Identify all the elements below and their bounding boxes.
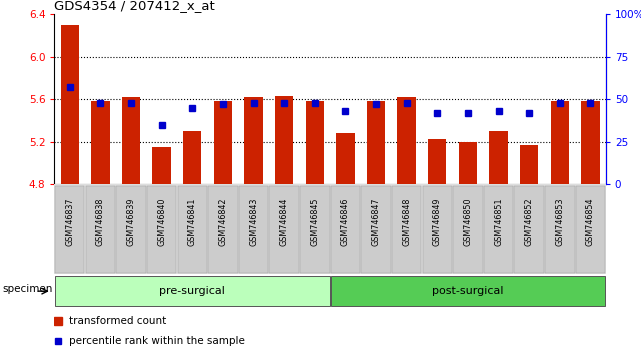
Bar [86,186,115,273]
Bar [392,186,421,273]
Text: GSM746840: GSM746840 [157,198,166,246]
Text: GSM746852: GSM746852 [525,198,534,246]
Bar [515,186,544,273]
Text: GSM746845: GSM746845 [310,198,319,246]
Bar [576,186,605,273]
Bar [459,142,477,184]
Bar [244,97,263,184]
Bar [239,186,268,273]
Bar [422,186,452,273]
Bar [275,96,294,184]
Bar [91,101,110,184]
Text: GSM746841: GSM746841 [188,198,197,246]
Text: GSM746850: GSM746850 [463,198,472,246]
Bar [300,186,329,273]
Bar [306,101,324,184]
Bar [489,131,508,184]
Text: GSM746843: GSM746843 [249,198,258,246]
Text: GSM746851: GSM746851 [494,198,503,246]
Bar [331,186,360,273]
Bar [520,145,538,184]
Text: GSM746849: GSM746849 [433,198,442,246]
Bar [55,186,85,273]
Text: GSM746853: GSM746853 [555,198,564,246]
Text: GSM746848: GSM746848 [402,198,411,246]
Text: GSM746847: GSM746847 [372,198,381,246]
Bar [117,186,146,273]
Bar [367,101,385,184]
Bar [147,186,176,273]
Text: post-surgical: post-surgical [432,286,504,296]
Text: GSM746854: GSM746854 [586,198,595,246]
Bar [545,186,574,273]
Text: GSM746846: GSM746846 [341,198,350,246]
Bar [178,186,207,273]
Bar [153,147,171,184]
Text: GSM746838: GSM746838 [96,198,105,246]
Bar [453,186,483,273]
Text: GSM746839: GSM746839 [126,198,135,246]
Bar [581,101,599,184]
Text: GSM746844: GSM746844 [279,198,288,246]
Text: GSM746837: GSM746837 [65,198,74,246]
Bar [484,186,513,273]
Bar [269,186,299,273]
Text: GDS4354 / 207412_x_at: GDS4354 / 207412_x_at [54,0,215,12]
Bar [213,101,232,184]
Bar [61,25,79,184]
Text: pre-surgical: pre-surgical [160,286,225,296]
Bar [183,131,201,184]
Text: GSM746842: GSM746842 [219,198,228,246]
Bar [55,276,329,306]
Text: specimen: specimen [3,285,53,295]
Bar [551,101,569,184]
Bar [337,133,354,184]
Text: percentile rank within the sample: percentile rank within the sample [69,336,246,346]
Bar [428,139,447,184]
Bar [362,186,391,273]
Bar [397,97,416,184]
Bar [331,276,605,306]
Text: transformed count: transformed count [69,316,167,326]
Bar [208,186,238,273]
Bar [122,97,140,184]
